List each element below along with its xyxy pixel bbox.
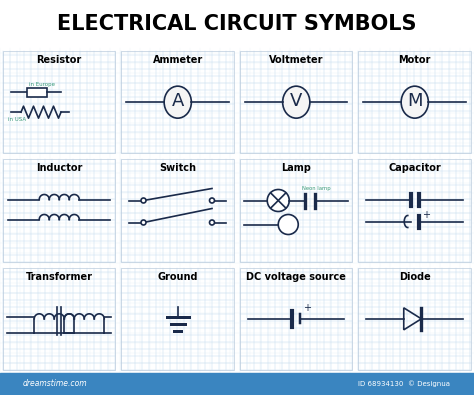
Bar [3,268,116,370]
Text: Neon lamp: Neon lamp [302,186,331,190]
Text: Voltmeter: Voltmeter [269,55,323,65]
Ellipse shape [164,86,191,118]
Text: Lamp: Lamp [281,164,311,173]
Bar [3,51,116,153]
Text: Diode: Diode [399,272,430,282]
Text: M: M [407,92,422,110]
Text: Ammeter: Ammeter [153,55,203,65]
Text: in Europe: in Europe [29,82,55,87]
Text: in USA: in USA [8,117,26,122]
Ellipse shape [401,86,428,118]
Text: Ground: Ground [157,272,198,282]
Circle shape [210,198,215,203]
Text: Switch: Switch [159,164,196,173]
Circle shape [267,190,289,211]
Bar [358,268,471,370]
Bar [358,159,471,261]
Text: dreamstime.com: dreamstime.com [23,380,87,389]
Text: V: V [290,92,302,110]
Text: Motor: Motor [399,55,431,65]
Text: ID 68934130  © Designua: ID 68934130 © Designua [358,381,450,387]
Bar [358,51,471,153]
Bar [240,51,353,153]
Ellipse shape [283,86,310,118]
Bar [0,373,474,395]
Text: +: + [303,303,311,313]
Bar [240,159,353,261]
Text: DC voltage source: DC voltage source [246,272,346,282]
Text: +: + [422,209,430,220]
Circle shape [278,214,298,235]
Bar [121,268,234,370]
Bar [27,88,47,97]
Text: A: A [172,92,184,110]
Bar [3,159,116,261]
Text: Resistor: Resistor [36,55,82,65]
Circle shape [141,220,146,225]
Text: Capacitor: Capacitor [388,164,441,173]
Text: ELECTRICAL CIRCUIT SYMBOLS: ELECTRICAL CIRCUIT SYMBOLS [57,14,417,34]
Text: Transformer: Transformer [26,272,93,282]
Bar [121,51,234,153]
Text: Inductor: Inductor [36,164,82,173]
Bar [121,159,234,261]
Circle shape [210,220,215,225]
Circle shape [141,198,146,203]
Bar [240,268,353,370]
